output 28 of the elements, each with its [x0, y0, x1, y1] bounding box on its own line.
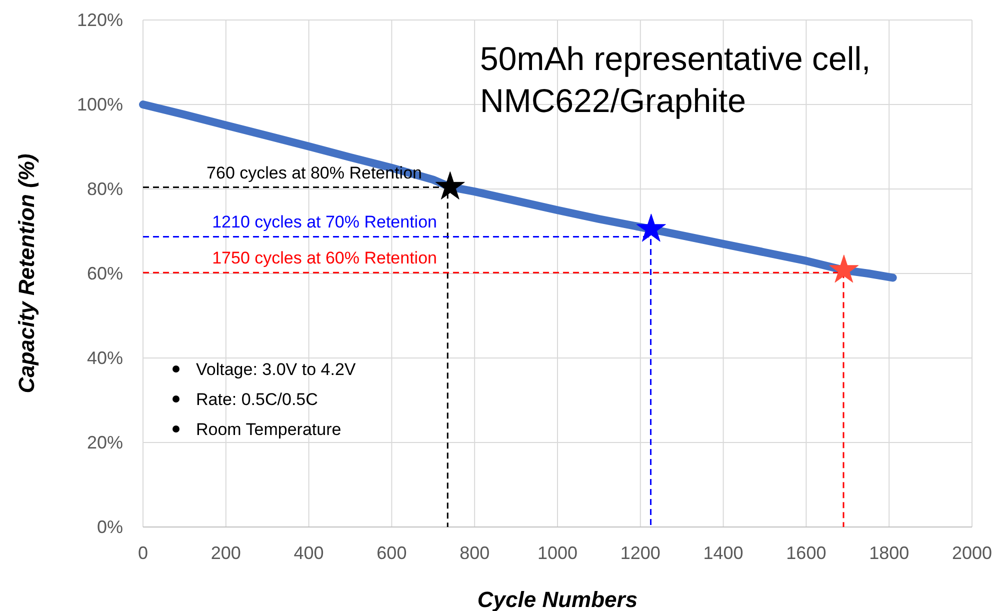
- y-tick-label: 40%: [86, 348, 123, 368]
- y-tick-label: 100%: [76, 94, 123, 114]
- x-tick-label: 0: [138, 543, 148, 563]
- x-tick-label: 1600: [786, 543, 826, 563]
- y-axis-title: Capacity Retention (%): [14, 154, 39, 394]
- y-tick-label: 20%: [86, 432, 123, 452]
- point: [435, 171, 465, 200]
- annotation: 1750 cycles at 60% Retention: [212, 248, 437, 268]
- y-tick-label: 80%: [86, 179, 123, 199]
- x-tick-label: 1000: [537, 543, 578, 563]
- y-tick-label: 120%: [76, 10, 123, 30]
- x-tick-label: 2000: [952, 543, 992, 563]
- x-tick-label: 800: [460, 543, 490, 563]
- y-tick-label: 60%: [86, 264, 123, 284]
- annotation: 1210 cycles at 70% Retention: [212, 212, 437, 232]
- x-tick-label: 1400: [703, 543, 744, 563]
- x-tick-label: 600: [376, 543, 407, 563]
- point: [829, 254, 859, 283]
- annotation: Voltage: 3.0V to 4.2V: [196, 360, 356, 379]
- x-tick-label: 400: [294, 543, 324, 563]
- y-tick-label: 0%: [96, 517, 123, 537]
- text: 50mAh representative cell, NMC622/Graphite: [480, 40, 871, 119]
- point: [636, 214, 666, 242]
- x-tick-label: 1200: [620, 543, 660, 563]
- x-tick-label: 200: [210, 543, 241, 563]
- annotation: Rate: 0.5C/0.5C: [196, 390, 318, 409]
- x-tick-label: 1800: [869, 543, 910, 563]
- annotation: Room Temperature: [196, 420, 342, 439]
